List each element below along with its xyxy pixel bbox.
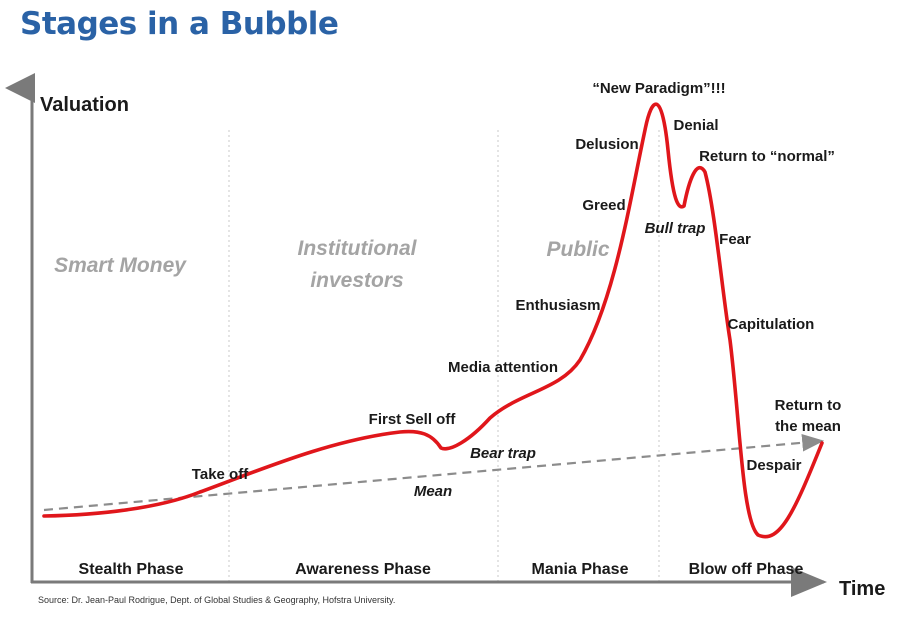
- stage-return-to-mean-line2: the mean: [775, 418, 841, 435]
- y-axis-label: Valuation: [40, 94, 129, 116]
- stage-media-attention: Media attention: [448, 359, 558, 376]
- phase-stealth: Stealth Phase: [79, 561, 184, 578]
- phase-awareness: Awareness Phase: [295, 561, 431, 578]
- stage-enthusiasm: Enthusiasm: [515, 297, 600, 314]
- page-title: Stages in a Bubble: [20, 6, 339, 42]
- stage-take-off: Take off: [192, 466, 249, 483]
- x-axis-label: Time: [839, 578, 885, 600]
- phase-blow-off: Blow off Phase: [689, 561, 804, 578]
- stage-denial: Denial: [673, 117, 718, 134]
- stage-new-paradigm: “New Paradigm”!!!: [592, 80, 725, 97]
- group-institutional-line1: Institutional: [298, 237, 418, 260]
- stage-bull-trap: Bull trap: [645, 220, 706, 237]
- stage-bear-trap: Bear trap: [470, 445, 536, 462]
- stage-return-to-normal: Return to “normal”: [699, 148, 835, 165]
- source-citation: Source: Dr. Jean-Paul Rodrigue, Dept. of…: [38, 595, 396, 605]
- bubble-curve: [42, 102, 824, 539]
- stage-greed: Greed: [582, 197, 625, 214]
- group-public: Public: [546, 238, 609, 261]
- stage-first-sell-off: First Sell off: [369, 411, 457, 428]
- stage-capitulation: Capitulation: [728, 316, 815, 333]
- mean-line: [43, 433, 825, 512]
- stage-delusion: Delusion: [575, 136, 638, 153]
- group-institutional-line2: investors: [310, 269, 403, 292]
- group-smart-money: Smart Money: [54, 254, 187, 277]
- stage-return-to-mean-line1: Return to: [775, 397, 842, 414]
- stage-despair: Despair: [746, 457, 801, 474]
- phase-mania: Mania Phase: [532, 561, 629, 578]
- stage-fear: Fear: [719, 231, 751, 248]
- mean-label: Mean: [414, 483, 452, 500]
